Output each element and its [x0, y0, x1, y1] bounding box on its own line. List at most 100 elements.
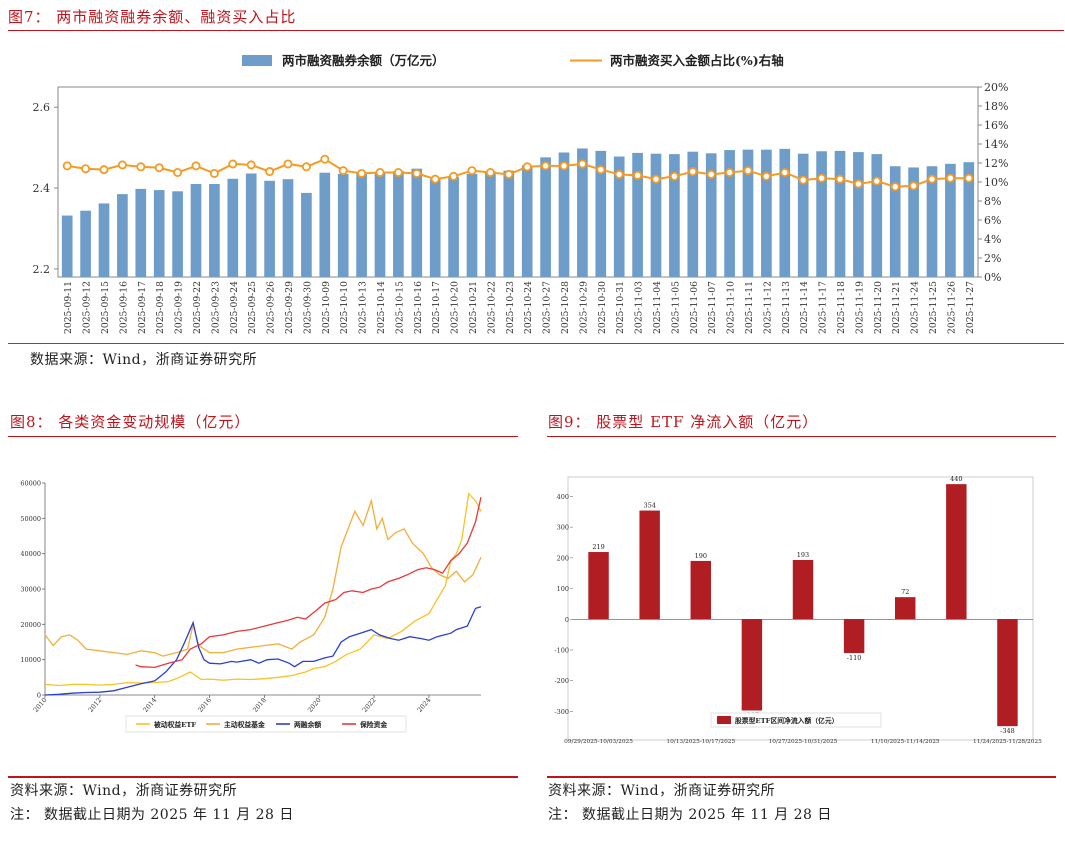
- fig7-x-tick-label: 2025-11-25: [928, 281, 939, 334]
- fig8-legend-label: 被动权益ETF: [154, 720, 196, 729]
- fig9-data-label: 190: [695, 552, 707, 560]
- fig7-x-tick-label: 2025-10-16: [413, 281, 424, 334]
- fig7-x-tick-label: 2025-10-17: [431, 281, 442, 334]
- fig9-y-tick-label: 200: [557, 554, 569, 562]
- fig7-legend: 两市融资融券余额（万亿元） 两市融资买入金额占比(%)右轴: [242, 53, 784, 68]
- fig7-ratio-point: [596, 165, 606, 175]
- fig7-x-tick-label: 2025-11-27: [965, 281, 976, 334]
- fig8-series-line-0: [44, 492, 482, 687]
- fig7-bar: [834, 150, 846, 277]
- fig7-bar: [963, 162, 975, 277]
- fig8-x-tick-label: 2012: [87, 696, 104, 714]
- fig7-x-tick-label: 2025-10-20: [450, 281, 461, 334]
- fig7-bar: [153, 190, 165, 277]
- fig9-data-label: 72: [901, 588, 909, 596]
- fig9-bar: [588, 552, 609, 620]
- fig7-bar: [613, 156, 625, 277]
- fig9-bottom-rule: [547, 776, 1056, 778]
- fig7-ratio-point: [485, 167, 495, 177]
- fig7-x-tick-label: 2025-09-16: [118, 281, 129, 334]
- fig7-x-tick-label: 2025-10-29: [578, 281, 589, 334]
- fig9-y-tick-label: 300: [557, 524, 569, 532]
- fig7-bar: [889, 166, 901, 277]
- fig9-chart: -300-200-1000100200300400219354190-29719…: [554, 475, 1042, 745]
- fig8-legend-label: 主动权益基金: [224, 720, 265, 729]
- fig8-y-tick-label: 40000: [20, 550, 41, 558]
- fig7-ratio-point: [467, 166, 477, 176]
- fig7-x-tick-label: 2025-10-09: [321, 281, 332, 334]
- fig7-y-tick-label: 2.6: [33, 101, 51, 114]
- fig9-data-label: -348: [1000, 727, 1015, 735]
- fig7-bar: [282, 179, 294, 277]
- fig7-x-tick-label: 2025-10-23: [505, 281, 516, 334]
- fig7-ratio-point: [430, 174, 440, 184]
- fig8-bottom-rule: [8, 776, 518, 778]
- fig7-x-tick-label: 2025-11-26: [946, 281, 957, 334]
- fig7-y2-tick-label: 18%: [984, 100, 1008, 113]
- fig9-x-tick-label: 10/27/2025-10/31/2025: [769, 739, 838, 745]
- fig9-bar: [690, 560, 711, 620]
- fig7-bar: [724, 150, 735, 277]
- fig7-bar: [429, 179, 441, 277]
- fig9-note: 注： 数据截止日期为 2025 年 11 月 28 日: [548, 807, 832, 823]
- fig7-ratio-point: [357, 168, 367, 178]
- fig7-ratio-point: [99, 165, 109, 175]
- fig9-x-tick-label: 09/29/2025-10/03/2025: [564, 739, 633, 745]
- fig9-bar: [895, 597, 916, 620]
- fig9-bar: [843, 619, 865, 654]
- fig7-ratio-point: [761, 171, 771, 181]
- fig7-x-tick-label: 2025-09-17: [137, 281, 148, 334]
- fig7-y2-tick-label: 8%: [984, 195, 1001, 208]
- fig7-bar: [337, 173, 349, 277]
- fig9-data-label: 440: [950, 475, 962, 483]
- fig7-ratio-point: [669, 171, 679, 181]
- fig7-y-tick-label: 2.2: [33, 263, 51, 276]
- fig8-series-line-2: [44, 606, 482, 696]
- fig7-ratio-point: [577, 159, 587, 169]
- fig7-ratio-point: [945, 173, 955, 183]
- fig7-x-tick-label: 2025-11-17: [818, 281, 829, 334]
- fig9-data-label: 219: [592, 543, 604, 551]
- fig7-bar: [540, 157, 551, 277]
- fig7-bar: [393, 171, 404, 277]
- fig7-x-tick-label: 2025-10-21: [468, 281, 479, 334]
- fig7-bar: [650, 153, 662, 277]
- fig9-data-label: 193: [797, 551, 809, 559]
- fig7-x-tick-label: 2025-10-28: [560, 281, 571, 334]
- fig7-x-tick-label: 2025-11-19: [854, 281, 865, 334]
- fig8-legend: 被动权益ETF 主动权益基金 两融余额 保险资金: [125, 715, 407, 733]
- fig9-y-tick-label: 0: [565, 616, 569, 624]
- fig8-y-tick-label: 0: [37, 692, 41, 700]
- fig9-legend-swatch: [717, 716, 731, 724]
- fig7-y2-tick-label: 4%: [984, 233, 1001, 246]
- fig7-x-tick-label: 2025-09-26: [266, 281, 277, 334]
- fig7-ratio-point: [522, 162, 532, 172]
- fig7-x-tick-label: 2025-11-03: [634, 281, 645, 334]
- fig7-bar: [264, 180, 275, 277]
- fig7-bar: [301, 192, 312, 277]
- fig7-bar: [503, 170, 515, 277]
- fig7-ratio-point: [890, 182, 900, 192]
- fig7-ratio-point: [62, 161, 72, 171]
- fig7-bar: [245, 173, 257, 277]
- fig7-bar: [356, 172, 367, 277]
- fig7-ratio-point: [743, 166, 753, 176]
- fig7-ratio-point: [688, 167, 698, 177]
- fig7-source: 数据来源：Wind，浙商证券研究所: [30, 352, 258, 368]
- fig7-y2-tick-label: 20%: [984, 81, 1008, 94]
- fig7-y2-tick-label: 0%: [984, 271, 1001, 284]
- fig7-x-tick-label: 2025-09-22: [192, 281, 203, 334]
- fig8-x-tick-label: 2016: [196, 696, 213, 714]
- fig7-ratio-point: [117, 160, 127, 170]
- fig7-legend-line-label: 两市融资买入金额占比(%)右轴: [610, 53, 784, 68]
- fig8-x-tick-label: 2022: [361, 696, 378, 714]
- fig7-bar: [632, 152, 643, 277]
- fig7-bar: [117, 194, 128, 277]
- fig8-source: 资料来源：Wind，浙商证券研究所: [10, 783, 238, 799]
- fig7-legend-bar-label: 两市融资融券余额（万亿元）: [282, 53, 445, 68]
- fig7-bar: [80, 210, 91, 277]
- fig7-x-tick-label: 2025-10-14: [376, 281, 387, 334]
- fig7-bar: [374, 171, 386, 277]
- fig9-bar: [792, 560, 814, 620]
- fig7-ratio-point: [725, 167, 735, 177]
